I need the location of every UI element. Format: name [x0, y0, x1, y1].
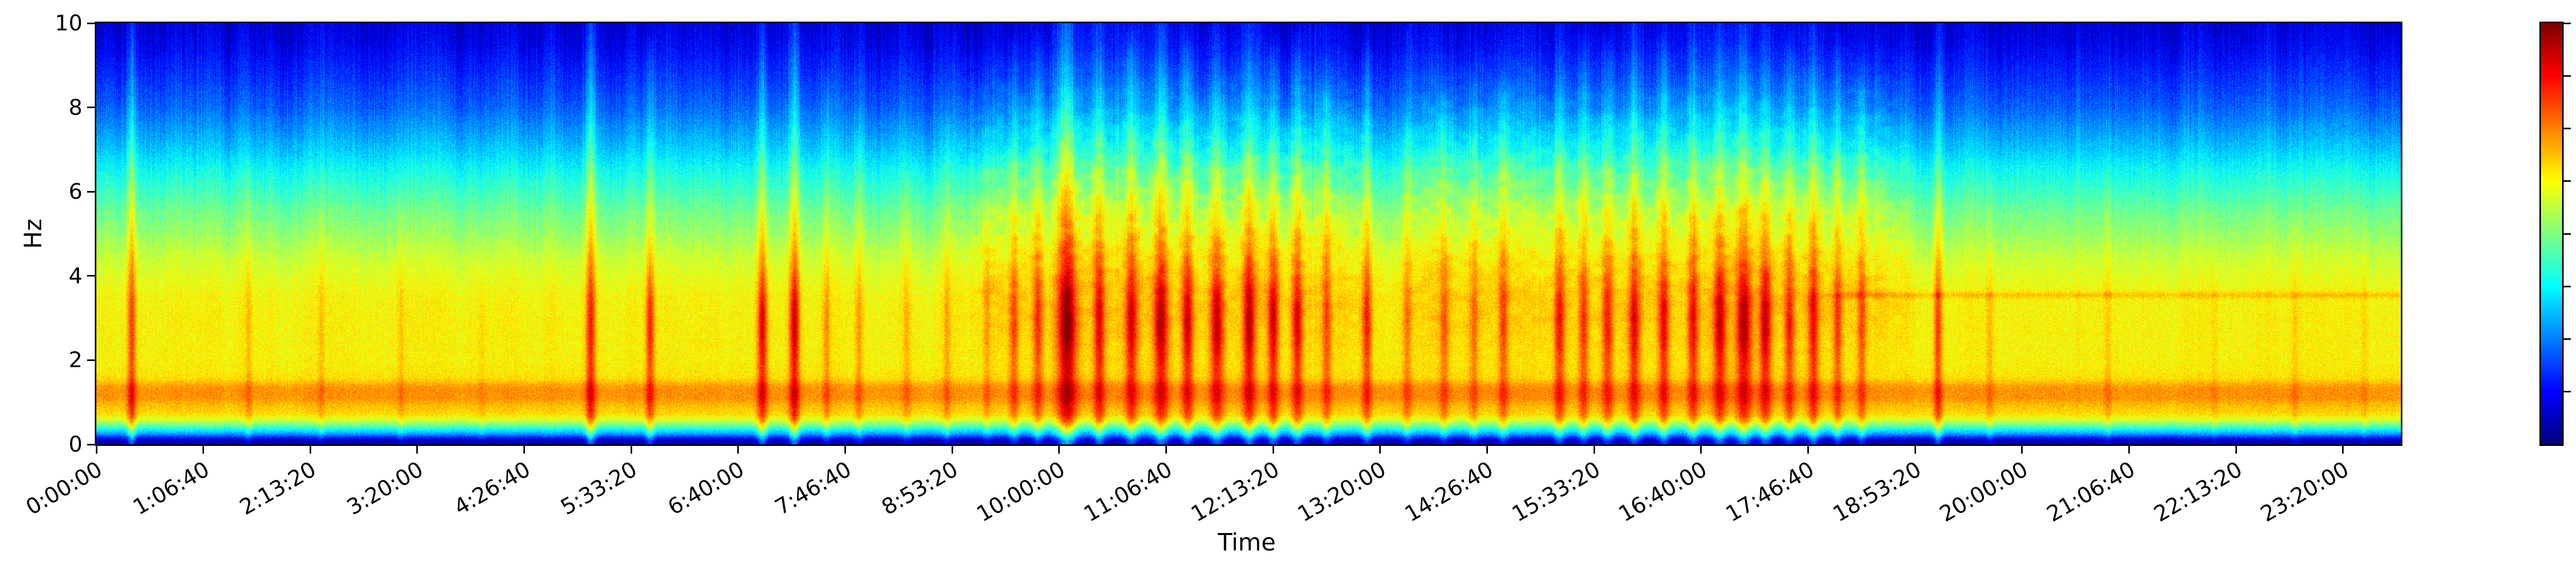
x-tick-mark [1807, 446, 1809, 454]
x-tick-mark [844, 446, 846, 454]
x-tick-mark [737, 446, 739, 454]
x-tick-label: 6:40:00 [663, 456, 749, 520]
x-tick-mark [1058, 446, 1060, 454]
y-tick-mark [87, 359, 95, 361]
x-tick-mark [523, 446, 526, 454]
x-tick-mark [2235, 446, 2237, 454]
x-tick-label: 1:06:40 [128, 456, 214, 520]
x-tick-mark [2342, 446, 2344, 454]
x-tick-label: 5:33:20 [556, 456, 641, 520]
spectrogram-canvas [96, 23, 2401, 444]
x-tick-label: 11:06:40 [1079, 456, 1177, 527]
x-tick-label: 22:13:20 [2149, 456, 2246, 527]
x-tick-label: 21:06:40 [2042, 456, 2140, 527]
y-tick-label: 2 [69, 347, 82, 373]
colorbar-tick-mark [2564, 285, 2571, 287]
x-tick-label: 4:26:40 [449, 456, 535, 520]
colorbar-tick-mark [2564, 391, 2571, 393]
x-tick-label: 10:00:00 [972, 456, 1070, 527]
x-tick-mark [1486, 446, 1488, 454]
x-tick-label: 12:13:20 [1186, 456, 1283, 527]
x-tick-mark [1165, 446, 1167, 454]
y-tick-label: 4 [69, 263, 82, 288]
x-tick-label: 0:00:00 [21, 456, 107, 520]
x-tick-mark [95, 446, 97, 454]
colorbar-tick-mark [2564, 180, 2571, 182]
colorbar-gradient-canvas [2541, 23, 2562, 444]
x-tick-label: 7:46:40 [770, 456, 856, 520]
x-tick-mark [630, 446, 632, 454]
y-tick-mark [87, 22, 95, 24]
colorbar-tick-mark [2564, 128, 2571, 129]
colorbar [2539, 22, 2564, 446]
y-tick-mark [87, 275, 95, 277]
x-tick-label: 3:20:00 [342, 456, 428, 520]
spectrogram-plot-area [95, 22, 2402, 446]
x-tick-mark [951, 446, 953, 454]
y-tick-label: 0 [69, 432, 82, 457]
x-tick-label: 16:40:00 [1614, 456, 1711, 527]
x-tick-label: 18:53:20 [1828, 456, 1925, 527]
x-tick-label: 15:33:20 [1507, 456, 1604, 527]
colorbar-tick-mark [2564, 75, 2571, 77]
x-tick-label: 17:46:40 [1721, 456, 1819, 527]
x-tick-label: 23:20:00 [2256, 456, 2353, 527]
x-tick-mark [1700, 446, 1702, 454]
x-tick-label: 8:53:20 [877, 456, 962, 520]
y-tick-label: 6 [69, 179, 82, 204]
x-tick-mark [1593, 446, 1595, 454]
y-tick-mark [87, 107, 95, 109]
x-tick-mark [1379, 446, 1381, 454]
x-tick-mark [1914, 446, 1916, 454]
x-tick-mark [416, 446, 418, 454]
x-tick-label: 14:26:40 [1400, 456, 1498, 527]
y-tick-label: 10 [55, 10, 82, 36]
x-axis-label: Time [1217, 528, 1276, 556]
x-tick-mark [1272, 446, 1274, 454]
x-tick-label: 13:20:00 [1293, 456, 1391, 527]
y-tick-label: 8 [69, 94, 82, 120]
colorbar-tick-mark [2564, 338, 2571, 340]
x-tick-label: 20:00:00 [1935, 456, 2032, 527]
x-tick-mark [309, 446, 311, 454]
x-tick-mark [2021, 446, 2023, 454]
x-tick-mark [2128, 446, 2130, 454]
x-tick-label: 2:13:20 [235, 456, 320, 520]
colorbar-tick-mark [2564, 22, 2571, 24]
y-tick-mark [87, 191, 95, 193]
colorbar-tick-mark [2564, 233, 2571, 235]
y-tick-mark [87, 443, 95, 445]
x-tick-mark [202, 446, 205, 454]
